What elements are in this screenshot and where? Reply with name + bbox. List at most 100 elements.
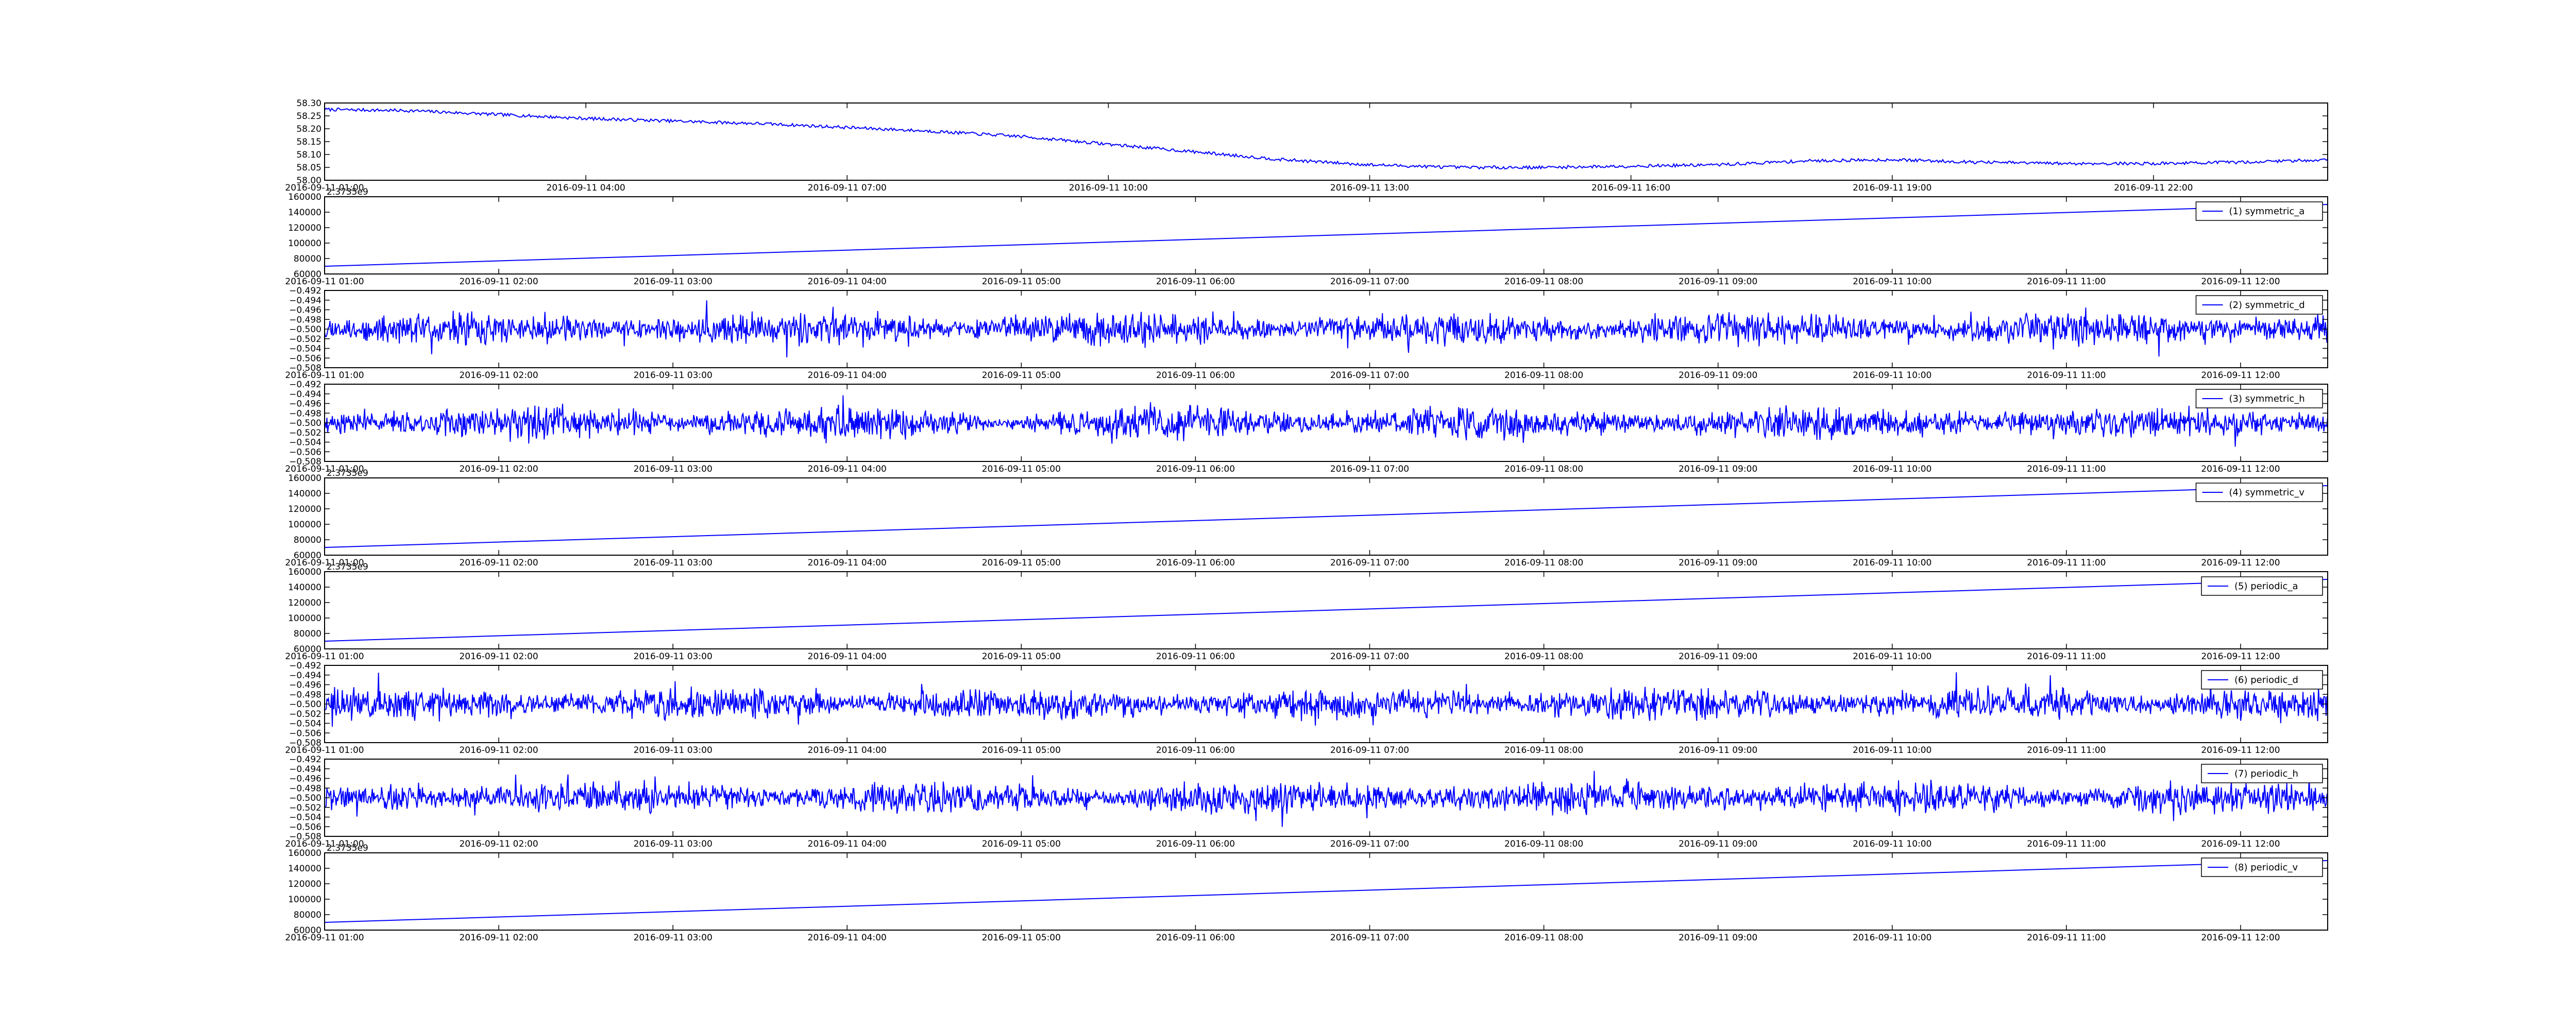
y-tick-label: −0.508	[289, 457, 321, 467]
series-line	[324, 204, 2328, 267]
legend: (6) periodic_d	[2201, 670, 2323, 690]
y-tick-label: 140000	[288, 208, 321, 218]
x-tick-label: 2016-09-11 05:00	[982, 558, 1061, 568]
y-tick-label: −0.502	[289, 334, 321, 345]
x-tick-label: 2016-09-11 05:00	[982, 745, 1061, 756]
x-tick-label: 2016-09-11 22:00	[2114, 183, 2193, 193]
x-tick-label: 2016-09-11 03:00	[634, 370, 713, 381]
y-tick-label: −0.492	[289, 661, 321, 671]
y-tick-label: −0.496	[289, 774, 321, 784]
series-line	[324, 770, 2328, 827]
legend-label: (8) periodic_v	[2234, 862, 2298, 873]
y-tick-label: 58.25	[296, 111, 321, 122]
x-tick-label: 2016-09-11 12:00	[2201, 464, 2280, 474]
x-tick-label: 2016-09-11 01:00	[285, 839, 364, 849]
x-tick-label: 2016-09-11 07:00	[1330, 277, 1409, 287]
series-line	[324, 860, 2328, 923]
axes-frame	[324, 852, 2328, 931]
y-tick-label: −0.494	[289, 296, 321, 306]
x-tick-label: 2016-09-11 09:00	[1679, 839, 1757, 849]
x-tick-label: 2016-09-11 06:00	[1156, 839, 1235, 849]
y-tick-label: 80000	[294, 910, 321, 920]
y-tick-label: 58.00	[296, 176, 321, 186]
x-tick-label: 2016-09-11 10:00	[1853, 558, 1931, 568]
subplot-5: 16000014000012000010000080000600002016-0…	[285, 468, 2328, 568]
y-tick-label: −0.500	[289, 418, 321, 428]
legend-label: (7) periodic_h	[2234, 768, 2298, 779]
y-tick-label: −0.502	[289, 803, 321, 813]
y-tick-label: −0.496	[289, 680, 321, 691]
x-tick-label: 2016-09-11 08:00	[1504, 558, 1583, 568]
x-tick-label: 2016-09-11 04:00	[808, 651, 887, 662]
y-tick-label: 60000	[294, 551, 321, 561]
y-tick-label: 120000	[288, 598, 321, 608]
x-tick-label: 2016-09-11 06:00	[1156, 370, 1235, 381]
x-tick-label: 2016-09-11 08:00	[1504, 277, 1583, 287]
y-tick-label: −0.498	[289, 783, 321, 794]
legend-box	[2201, 576, 2323, 596]
x-tick-label: 2016-09-11 06:00	[1156, 745, 1235, 756]
series-line	[324, 395, 2328, 447]
x-tick-label: 2016-09-11 04:00	[808, 277, 887, 287]
x-tick-label: 2016-09-11 10:00	[1853, 933, 1931, 943]
legend-label: (3) symmetric_h	[2229, 393, 2305, 404]
x-tick-label: 2016-09-11 04:00	[808, 745, 887, 756]
x-tick-label: 2016-09-11 12:00	[2201, 558, 2280, 568]
x-tick-label: 2016-09-11 03:00	[634, 745, 713, 756]
x-tick-label: 2016-09-11 07:00	[1330, 933, 1409, 943]
x-tick-label: 2016-09-11 01:00	[285, 370, 364, 381]
x-tick-label: 2016-09-11 07:00	[808, 183, 887, 193]
y-tick-label: 100000	[288, 238, 321, 249]
x-tick-label: 2016-09-11 07:00	[1330, 464, 1409, 474]
legend-label: (5) periodic_a	[2234, 581, 2298, 592]
x-tick-label: 2016-09-11 09:00	[1679, 933, 1757, 943]
x-tick-label: 2016-09-11 10:00	[1853, 277, 1931, 287]
x-tick-label: 2016-09-11 06:00	[1156, 464, 1235, 474]
x-tick-label: 2016-09-11 09:00	[1679, 558, 1757, 568]
subplot-1: 58.3058.2558.2058.1558.1058.0558.002016-…	[285, 98, 2328, 193]
y-tick-label: 80000	[294, 254, 321, 264]
x-offset-label: 2.3735e9	[327, 468, 368, 478]
x-tick-label: 2016-09-11 02:00	[459, 464, 538, 474]
y-tick-label: 58.10	[296, 150, 321, 160]
y-tick-label: −0.506	[289, 822, 321, 832]
x-tick-label: 2016-09-11 10:00	[1853, 839, 1931, 849]
x-tick-label: 2016-09-11 01:00	[285, 464, 364, 474]
x-tick-label: 2016-09-11 08:00	[1504, 370, 1583, 381]
x-tick-label: 2016-09-11 11:00	[2027, 464, 2106, 474]
axes-frame	[324, 571, 2328, 649]
x-tick-label: 2016-09-11 12:00	[2201, 933, 2280, 943]
y-tick-label: −0.498	[289, 315, 321, 325]
x-tick-label: 2016-09-11 07:00	[1330, 558, 1409, 568]
y-tick-label: −0.506	[289, 728, 321, 739]
y-tick-label: 160000	[288, 192, 321, 202]
x-tick-label: 2016-09-11 07:00	[1330, 745, 1409, 756]
x-tick-label: 2016-09-11 10:00	[1853, 745, 1931, 756]
y-tick-label: 160000	[288, 848, 321, 859]
y-tick-label: 120000	[288, 504, 321, 514]
subplot-8: −0.492−0.494−0.496−0.498−0.500−0.502−0.5…	[285, 754, 2328, 849]
x-tick-label: 2016-09-11 12:00	[2201, 277, 2280, 287]
y-tick-label: −0.506	[289, 447, 321, 457]
y-tick-label: −0.504	[289, 438, 321, 448]
y-tick-label: 140000	[288, 582, 321, 593]
x-tick-label: 2016-09-11 06:00	[1156, 651, 1235, 662]
x-tick-label: 2016-09-11 03:00	[634, 933, 713, 943]
x-tick-label: 2016-09-11 07:00	[1330, 651, 1409, 662]
x-tick-label: 2016-09-11 12:00	[2201, 370, 2280, 381]
x-tick-label: 2016-09-11 16:00	[1591, 183, 1670, 193]
x-tick-label: 2016-09-11 04:00	[547, 183, 625, 193]
y-tick-label: 100000	[288, 520, 321, 530]
x-tick-label: 2016-09-11 08:00	[1504, 745, 1583, 756]
y-tick-label: −0.508	[289, 738, 321, 748]
y-tick-label: −0.492	[289, 380, 321, 390]
y-tick-label: 60000	[294, 269, 321, 280]
legend: (8) periodic_v	[2201, 857, 2323, 877]
x-tick-label: 2016-09-11 19:00	[1853, 183, 1931, 193]
x-tick-label: 2016-09-11 11:00	[2027, 651, 2106, 662]
x-tick-label: 2016-09-11 09:00	[1679, 370, 1757, 381]
subplot-4: −0.492−0.494−0.496−0.498−0.500−0.502−0.5…	[285, 380, 2328, 474]
x-tick-label: 2016-09-11 10:00	[1853, 464, 1931, 474]
x-tick-label: 2016-09-11 05:00	[982, 370, 1061, 381]
y-tick-label: −0.498	[289, 690, 321, 700]
